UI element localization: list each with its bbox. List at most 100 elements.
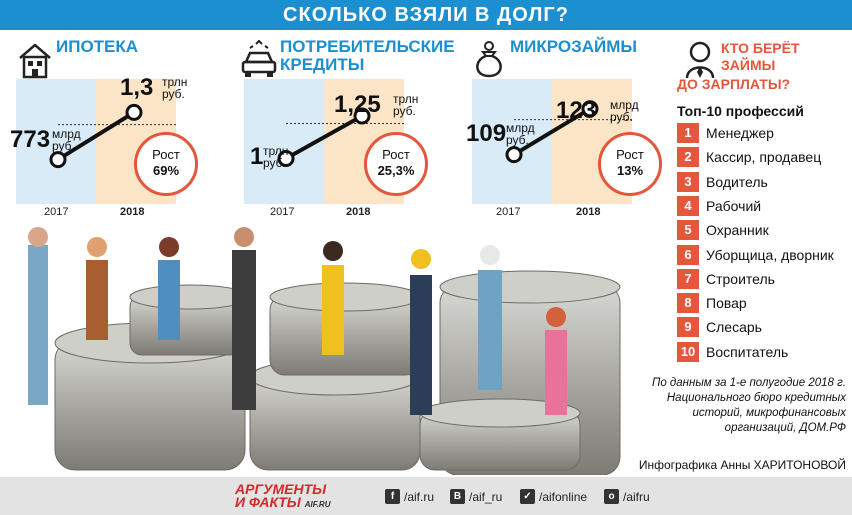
panel-title-line: ПОТРЕБИТЕЛЬСКИЕ xyxy=(280,37,455,56)
profession-rank: 10 xyxy=(677,341,699,362)
social-link[interactable]: о/aifru xyxy=(604,489,650,504)
year-2018: 2018 xyxy=(576,206,601,218)
point-2018 xyxy=(125,103,143,121)
series-line xyxy=(56,110,136,162)
house-icon xyxy=(19,43,51,79)
panel-title: МИКРОЗАЙМЫ xyxy=(510,37,638,56)
growth-label: Рост xyxy=(616,147,644,162)
logo-site: AIF.RU xyxy=(304,500,331,509)
title-line: ЗАЙМЫ xyxy=(721,57,776,73)
growth-badge: Рост 69% xyxy=(134,132,198,196)
profession-item: 6 Уборщица, дворник xyxy=(677,244,852,267)
social-link[interactable]: ✓ /aifonline xyxy=(520,489,587,504)
facebook-icon: f xyxy=(385,489,400,504)
profession-item: 7 Строитель xyxy=(677,268,852,291)
value-2018: 123 xyxy=(556,97,597,124)
year-2017: 2017 xyxy=(270,206,295,218)
unit-2017: млрд руб. xyxy=(52,128,81,152)
panel-title: ИПОТЕКА xyxy=(56,37,139,56)
profession-name: Строитель xyxy=(706,270,775,287)
social-label: /aifonline xyxy=(539,489,588,504)
profession-name: Водитель xyxy=(706,173,768,190)
profession-name: Слесарь xyxy=(706,319,762,336)
profession-rank: 7 xyxy=(677,268,699,289)
source-note: По данным за 1-е полугодие 2018 г. Нацио… xyxy=(651,377,846,434)
panel-title-line: КРЕДИТЫ xyxy=(280,55,365,74)
growth-value: 25,3% xyxy=(377,163,415,178)
unit-line: руб. xyxy=(393,104,416,118)
year-2017: 2017 xyxy=(44,206,69,218)
profession-rank: 4 xyxy=(677,195,699,216)
profession-name: Воспитатель xyxy=(706,343,789,360)
worker-icon xyxy=(685,41,715,79)
value-2017: 109 xyxy=(466,120,507,147)
odnoklassniki-icon: о xyxy=(604,489,619,504)
unit-2018: млрд руб. xyxy=(610,99,639,123)
unit-line: руб. xyxy=(162,87,185,101)
profession-rank: 8 xyxy=(677,293,699,314)
profession-rank: 1 xyxy=(677,123,699,143)
social-label: /aif_ru xyxy=(469,489,503,504)
profession-rank: 6 xyxy=(677,244,699,265)
logo-text: И ФАКТЫ xyxy=(235,494,301,510)
profession-item: 9 Слесарь xyxy=(677,317,852,339)
growth-badge: Рост 13% xyxy=(598,132,662,196)
social-link[interactable]: f/aif.ru xyxy=(385,489,434,504)
car-icon xyxy=(241,40,277,77)
profession-item: 2 Кассир, продавец xyxy=(677,147,852,169)
profession-item: 3 Водитель xyxy=(677,171,852,194)
point-2017 xyxy=(277,150,295,167)
unit-line: руб. xyxy=(52,139,75,153)
professions-subtitle: Топ-10 профессий xyxy=(677,103,804,119)
profession-name: Уборщица, дворник xyxy=(706,246,834,263)
profession-name: Охранник xyxy=(706,222,769,239)
growth-label: Рост xyxy=(152,147,180,162)
year-2017: 2017 xyxy=(496,206,521,218)
profession-name: Менеджер xyxy=(706,125,774,141)
money-bag-icon xyxy=(476,41,502,78)
unit-line: трлн xyxy=(162,75,188,89)
point-2017 xyxy=(505,146,523,164)
profession-item: 4 Рабочий xyxy=(677,195,852,218)
profession-rank: 5 xyxy=(677,220,699,241)
panel-consumer-loans: ПОТРЕБИТЕЛЬСКИЕ КРЕДИТЫ xyxy=(240,38,455,223)
panel-mortgage: ИПОТЕКА xyxy=(16,38,216,223)
aif-logo[interactable]: АРГУМЕНТЫ И ФАКТЫ AIF.RU xyxy=(235,481,331,511)
profession-item: 1 Менеджер xyxy=(677,123,852,145)
panel-microloans: МИКРОЗАЙМЫ xyxy=(470,38,655,223)
growth-label: Рост xyxy=(382,147,410,162)
unit-line: трлн xyxy=(263,144,289,158)
logo-line: АРГУМЕНТЫ xyxy=(235,481,327,497)
point-2018 xyxy=(353,107,371,125)
growth-value: 69% xyxy=(152,163,180,178)
profession-rank: 2 xyxy=(677,147,699,168)
unit-line: руб. xyxy=(263,156,286,170)
unit-2017: трлн руб. xyxy=(263,145,288,169)
social-label: /aif.ru xyxy=(404,489,435,504)
value-2018: 1,25 xyxy=(334,91,381,118)
unit-2018: трлн руб. xyxy=(162,76,187,100)
profession-rank: 9 xyxy=(677,317,699,338)
profession-item: 8 Повар xyxy=(677,293,852,315)
profession-name: Повар xyxy=(706,295,747,312)
professions-title-3: ДО ЗАРПЛАТЫ? xyxy=(677,76,791,92)
growth-value: 13% xyxy=(616,163,644,178)
point-2017 xyxy=(49,151,67,169)
column-2017 xyxy=(16,79,96,204)
series-line xyxy=(285,114,363,161)
value-2018: 1,3 xyxy=(120,74,154,101)
profession-item: 10 Воспитатель xyxy=(677,341,852,364)
value-2017: 1 xyxy=(250,143,264,170)
unit-line: трлн xyxy=(393,92,419,106)
unit-line: млрд xyxy=(610,98,639,112)
year-2018: 2018 xyxy=(120,206,145,218)
unit-line: млрд xyxy=(52,127,81,141)
page-title: СКОЛЬКО ВЗЯЛИ В ДОЛГ? xyxy=(0,0,852,30)
social-link[interactable]: В/aif_ru xyxy=(450,489,502,504)
unit-2018: трлн руб. xyxy=(393,93,418,117)
year-2018: 2018 xyxy=(346,206,371,218)
title-line: КТО БЕРЁТ xyxy=(721,40,800,56)
profession-name: Рабочий xyxy=(706,197,762,214)
logo-line: И ФАКТЫ AIF.RU xyxy=(235,494,331,511)
unit-line: руб. xyxy=(610,110,633,124)
